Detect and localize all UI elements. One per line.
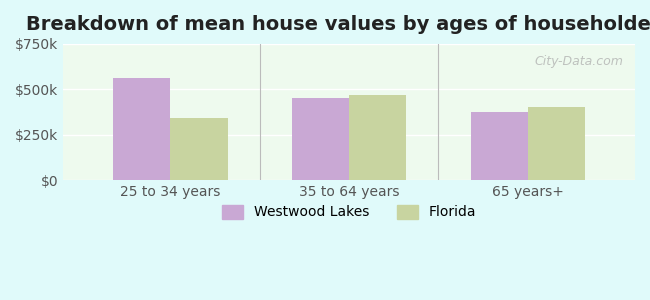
Bar bbox=[349, 95, 406, 180]
Bar bbox=[292, 98, 349, 180]
Text: City-Data.com: City-Data.com bbox=[535, 55, 623, 68]
Bar bbox=[528, 107, 585, 180]
Title: Breakdown of mean house values by ages of householders: Breakdown of mean house values by ages o… bbox=[26, 15, 650, 34]
Bar bbox=[113, 77, 170, 180]
Legend: Westwood Lakes, Florida: Westwood Lakes, Florida bbox=[216, 199, 482, 225]
Bar bbox=[170, 118, 228, 180]
Bar bbox=[471, 112, 528, 180]
